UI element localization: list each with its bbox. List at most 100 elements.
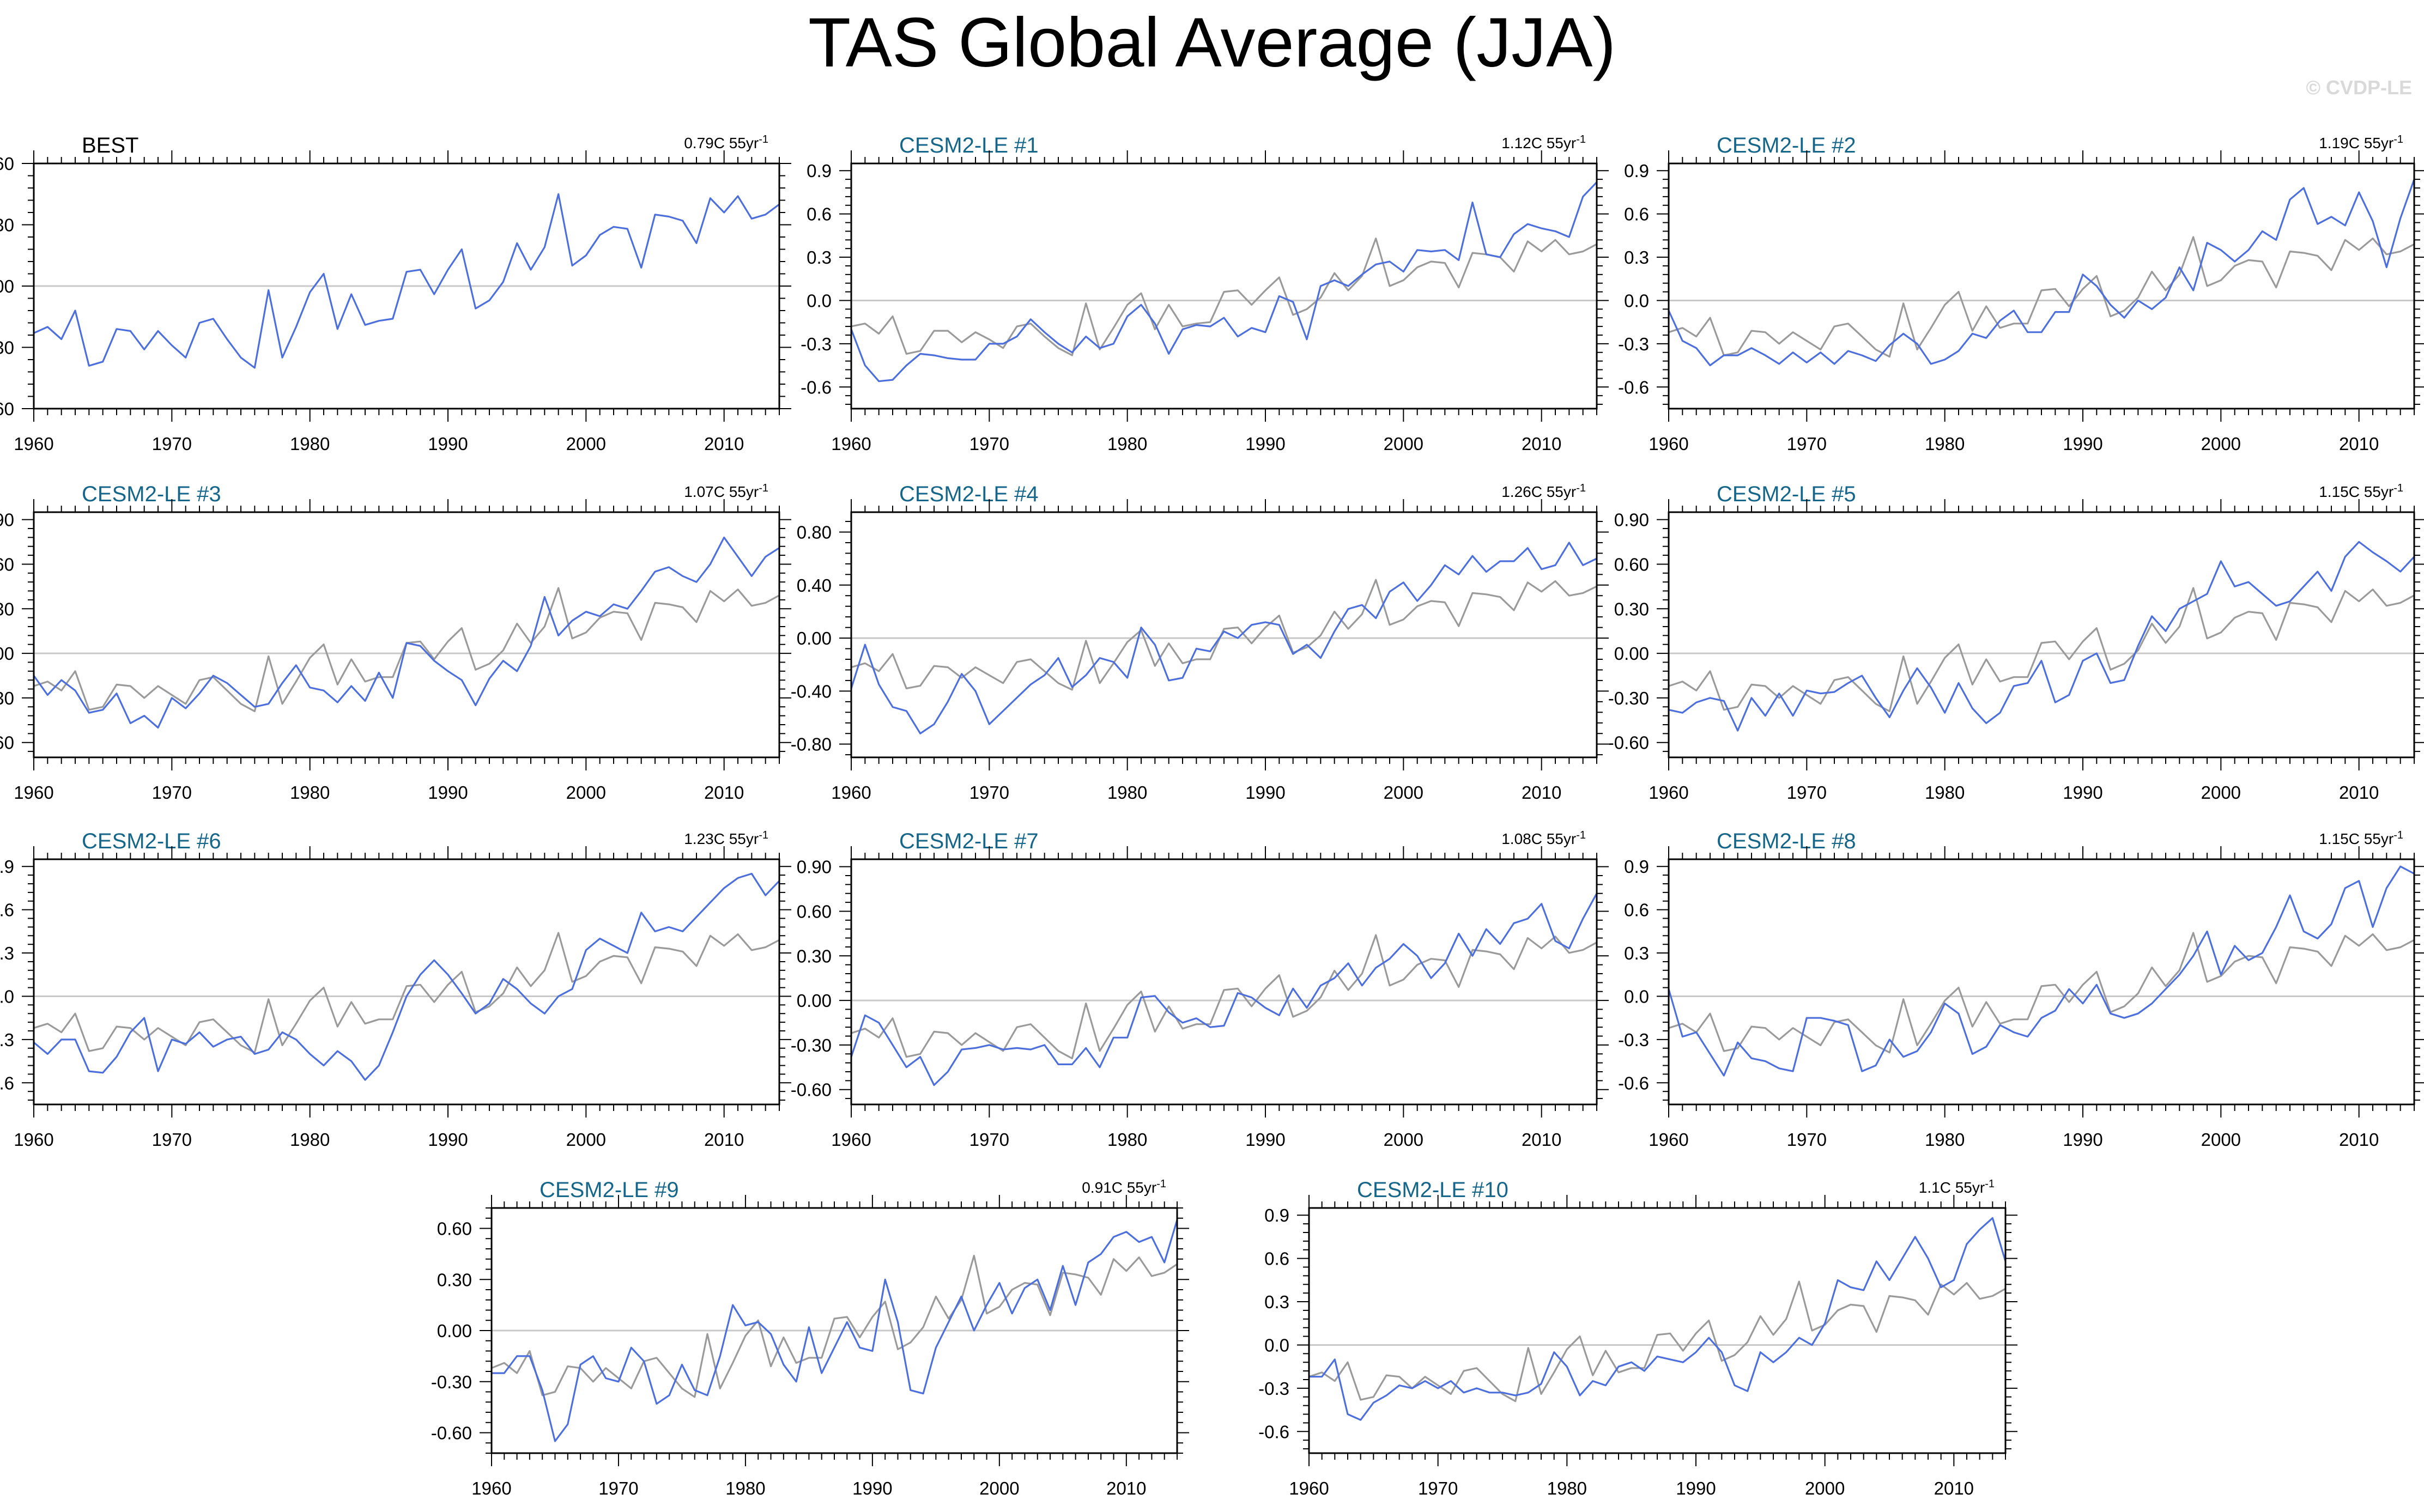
x-tick-label: 1990 xyxy=(2063,434,2102,454)
x-tick-label: 1970 xyxy=(1787,434,1827,454)
panel-title: CESM2-LE #6 xyxy=(82,829,221,853)
y-tick-label: 0.6 xyxy=(1624,204,1649,224)
x-tick-label: 1960 xyxy=(831,1130,871,1150)
y-tick-label: -0.3 xyxy=(801,334,832,354)
x-tick-label: 1970 xyxy=(598,1478,638,1498)
chart-panel-10: CESM2-LE #10 1.1C 55yr-1 1960 1970 1980 1990 2… xyxy=(1258,1178,2017,1498)
y-tick-label: 0.0 xyxy=(807,290,832,311)
plot-frame xyxy=(1668,858,2415,1106)
chart-panel-4: CESM2-LE #4 1.26C 55yr-1 1960 1970 1980 1990 2… xyxy=(791,482,1609,803)
panel-title: CESM2-LE #4 xyxy=(899,482,1039,506)
plot-frame xyxy=(1668,162,2415,410)
x-tick-label: 1960 xyxy=(831,782,871,803)
x-tick-label: 1960 xyxy=(471,1478,511,1498)
x-tick-label: 1970 xyxy=(969,434,1009,454)
plot-frame xyxy=(1308,1207,2007,1454)
y-tick-label: 0.0 xyxy=(0,986,14,1006)
x-tick-label: 1980 xyxy=(1107,434,1147,454)
chart-panel-best: BEST 0.79C 55yr-1 1960 1970 1980 1990 2000 2010… xyxy=(0,133,791,454)
y-tick-label: 0.0 xyxy=(1264,1335,1289,1355)
x-tick-label: 1990 xyxy=(1245,1130,1285,1150)
panel-title: CESM2-LE #3 xyxy=(82,482,221,506)
y-tick-label: 0.40 xyxy=(797,575,832,596)
series-line-observed xyxy=(491,1254,1178,1398)
y-tick-label: -0.60 xyxy=(1608,733,1649,753)
plot-frame xyxy=(33,511,780,758)
series-line-model xyxy=(492,1219,1178,1442)
y-tick-label: 0.00 xyxy=(797,628,832,648)
y-tick-label: 0.6 xyxy=(1624,900,1649,920)
x-tick-label: 2010 xyxy=(704,434,744,454)
series-line-model xyxy=(33,536,780,729)
y-tick-label: 0.9 xyxy=(0,857,14,877)
chart-panel-8: CESM2-LE #8 1.15C 55yr-1 1960 1970 1980 1990 2… xyxy=(1618,829,2424,1150)
x-tick-label: 2000 xyxy=(2201,1130,2241,1150)
x-tick-label: 1990 xyxy=(2063,1130,2102,1150)
series-line-model xyxy=(1309,1217,2007,1421)
chart-panel-7: CESM2-LE #7 1.08C 55yr-1 1960 1970 1980 1990 2… xyxy=(791,829,1609,1150)
x-tick-label: 1970 xyxy=(152,434,192,454)
y-tick-label: -0.60 xyxy=(431,1423,472,1443)
y-tick-label: -0.60 xyxy=(0,399,14,419)
panel-title: CESM2-LE #7 xyxy=(899,829,1039,853)
x-tick-label: 1980 xyxy=(1107,782,1147,803)
x-tick-label: 1990 xyxy=(1676,1478,1716,1498)
y-tick-label: 0.00 xyxy=(437,1321,472,1341)
series-line-model xyxy=(1668,865,2415,1077)
y-tick-label: -0.3 xyxy=(0,1030,14,1050)
y-tick-label: 0.3 xyxy=(807,247,832,268)
x-tick-label: 2010 xyxy=(2339,782,2379,803)
panel-title: CESM2-LE #9 xyxy=(540,1178,679,1202)
series-line-model xyxy=(33,872,780,1081)
series-line-model xyxy=(850,542,1597,734)
series-line-model xyxy=(850,892,1598,1086)
trend-label: 1.07C 55yr-1 xyxy=(684,482,768,500)
y-tick-label: 0.60 xyxy=(0,554,14,574)
y-tick-label: 0.80 xyxy=(797,522,832,542)
y-tick-label: -0.30 xyxy=(0,338,14,358)
x-tick-label: 1990 xyxy=(1245,782,1285,803)
x-tick-label: 2000 xyxy=(1384,782,1423,803)
y-tick-label: -0.3 xyxy=(1618,1030,1649,1050)
x-tick-label: 1980 xyxy=(290,434,330,454)
x-tick-label: 1980 xyxy=(1107,1130,1147,1150)
y-tick-label: 0.00 xyxy=(1614,643,1649,664)
x-tick-label: 2010 xyxy=(1934,1478,1974,1498)
series-line-observed xyxy=(33,932,780,1054)
series-line-observed xyxy=(851,579,1597,691)
y-tick-label: 0.0 xyxy=(1624,290,1649,311)
series-line-model xyxy=(1668,541,2415,732)
y-tick-label: 0.3 xyxy=(1264,1292,1289,1312)
x-tick-label: 1960 xyxy=(14,782,53,803)
y-tick-label: 0.60 xyxy=(0,154,14,174)
chart-panel-2: CESM2-LE #2 1.19C 55yr-1 1960 1970 1980 1990 2… xyxy=(1618,133,2424,454)
y-tick-label: -0.6 xyxy=(0,1073,14,1093)
x-tick-label: 2010 xyxy=(1522,434,1561,454)
x-tick-label: 1960 xyxy=(14,434,53,454)
trend-label: 1.19C 55yr-1 xyxy=(2319,133,2403,151)
y-tick-label: -0.30 xyxy=(791,1035,832,1055)
x-tick-label: 2000 xyxy=(1384,1130,1423,1150)
x-tick-label: 1990 xyxy=(428,434,468,454)
y-tick-label: 0.0 xyxy=(1624,986,1649,1006)
y-tick-label: 0.30 xyxy=(0,599,14,619)
watermark: © CVDP-LE xyxy=(2306,76,2412,99)
x-tick-label: 1980 xyxy=(1925,434,1965,454)
trend-label: 1.15C 55yr-1 xyxy=(2319,829,2403,847)
x-tick-label: 2010 xyxy=(1106,1478,1146,1498)
x-tick-label: 2000 xyxy=(566,434,606,454)
x-tick-label: 1980 xyxy=(290,1130,330,1150)
x-tick-label: 1970 xyxy=(1787,1130,1827,1150)
x-tick-label: 1970 xyxy=(1418,1478,1458,1498)
y-tick-label: -0.60 xyxy=(0,733,14,753)
x-tick-label: 1970 xyxy=(969,782,1009,803)
series-line-model xyxy=(1668,179,2415,367)
panel-title: BEST xyxy=(82,133,138,157)
y-tick-label: 0.3 xyxy=(1624,247,1649,268)
x-tick-label: 1990 xyxy=(428,1130,468,1150)
plot-frame xyxy=(850,511,1598,758)
plot-frame xyxy=(850,162,1598,410)
series-line-model xyxy=(33,193,780,369)
y-tick-label: 0.00 xyxy=(0,643,14,664)
trend-label: 1.26C 55yr-1 xyxy=(1501,482,1586,500)
